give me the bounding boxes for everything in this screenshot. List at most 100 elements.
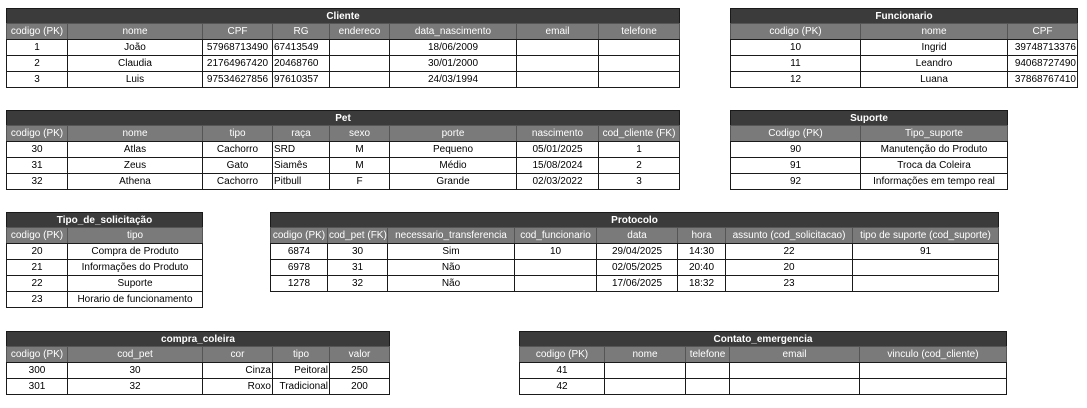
table-cell[interactable] xyxy=(598,55,680,72)
table-cell[interactable]: 94068727490 xyxy=(1007,55,1078,72)
column-header[interactable]: telefone xyxy=(685,346,730,363)
table-cell[interactable]: 301 xyxy=(6,378,68,395)
column-header[interactable]: codigo (PK) xyxy=(730,23,861,40)
table-cell[interactable] xyxy=(685,378,730,395)
table-cell[interactable]: 20468760 xyxy=(272,55,330,72)
table-cell[interactable] xyxy=(514,275,597,292)
table-title[interactable]: Pet xyxy=(6,110,680,126)
table-cell[interactable]: Siamês xyxy=(272,157,330,174)
table-cell[interactable]: 31 xyxy=(327,259,388,276)
table-cell[interactable]: Compra de Produto xyxy=(67,243,203,260)
table-cell[interactable]: 97534627856 xyxy=(202,71,273,88)
table-cell[interactable]: 21764967420 xyxy=(202,55,273,72)
table-cell[interactable] xyxy=(516,55,599,72)
table-cell[interactable]: 17/06/2025 xyxy=(596,275,678,292)
column-header[interactable]: codigo (PK) xyxy=(6,125,68,142)
column-header[interactable]: raça xyxy=(272,125,330,142)
table-cell[interactable]: 6874 xyxy=(270,243,328,260)
table-cell[interactable] xyxy=(598,39,680,56)
column-header[interactable]: email xyxy=(729,346,860,363)
table-cell[interactable]: 24/03/1994 xyxy=(389,71,517,88)
table-cell[interactable]: 20 xyxy=(725,259,853,276)
column-header[interactable]: tipo xyxy=(67,227,203,244)
column-header[interactable]: cod_pet xyxy=(67,346,203,363)
column-header[interactable]: codigo (PK) xyxy=(6,227,68,244)
table-cell[interactable]: 20 xyxy=(6,243,68,260)
table-cell[interactable]: 29/04/2025 xyxy=(596,243,678,260)
table-cell[interactable] xyxy=(604,362,686,379)
table-cell[interactable]: João xyxy=(67,39,203,56)
column-header[interactable]: data_nascimento xyxy=(389,23,517,40)
table-cell[interactable]: 57968713490 xyxy=(202,39,273,56)
column-header[interactable]: vinculo (cod_cliente) xyxy=(859,346,1007,363)
table-cell[interactable]: 2 xyxy=(598,157,680,174)
table-cell[interactable]: 37868767410 xyxy=(1007,71,1078,88)
table-title[interactable]: compra_coleira xyxy=(6,331,390,347)
table-cell[interactable]: 32 xyxy=(6,173,68,190)
table-cell[interactable] xyxy=(516,39,599,56)
table-cell[interactable]: 6978 xyxy=(270,259,328,276)
table-cell[interactable]: 1 xyxy=(6,39,68,56)
table-cell[interactable]: M xyxy=(329,157,390,174)
table-title[interactable]: Cliente xyxy=(6,8,680,24)
table-cell[interactable]: Pequeno xyxy=(389,141,517,158)
table-cell[interactable]: 30 xyxy=(327,243,388,260)
table-cell[interactable] xyxy=(329,71,390,88)
column-header[interactable]: codigo (PK) xyxy=(6,23,68,40)
column-header[interactable]: sexo xyxy=(329,125,390,142)
table-cell[interactable]: 23 xyxy=(725,275,853,292)
column-header[interactable]: tipo xyxy=(272,346,330,363)
table-cell[interactable]: 14:30 xyxy=(677,243,726,260)
table-cell[interactable]: 02/03/2022 xyxy=(516,173,599,190)
column-header[interactable]: endereco xyxy=(329,23,390,40)
table-cell[interactable] xyxy=(859,362,1007,379)
table-cell[interactable]: 41 xyxy=(519,362,605,379)
table-cell[interactable]: 12 xyxy=(730,71,861,88)
table-cell[interactable] xyxy=(729,378,860,395)
column-header[interactable]: Codigo (PK) xyxy=(730,125,861,142)
table-cell[interactable]: 97610357 xyxy=(272,71,330,88)
column-header[interactable]: data xyxy=(596,227,678,244)
table-cell[interactable]: Sim xyxy=(387,243,515,260)
table-cell[interactable]: 30 xyxy=(67,362,203,379)
table-cell[interactable]: 91 xyxy=(730,157,861,174)
table-cell[interactable]: Cachorro xyxy=(202,173,273,190)
table-cell[interactable]: 91 xyxy=(852,243,999,260)
table-cell[interactable]: M xyxy=(329,141,390,158)
table-cell[interactable] xyxy=(852,275,999,292)
column-header[interactable]: nome xyxy=(604,346,686,363)
table-cell[interactable]: Grande xyxy=(389,173,517,190)
table-cell[interactable]: 42 xyxy=(519,378,605,395)
table-cell[interactable] xyxy=(598,71,680,88)
column-header[interactable]: nome xyxy=(860,23,1008,40)
table-cell[interactable]: 250 xyxy=(329,362,390,379)
column-header[interactable]: cod_pet (FK) xyxy=(327,227,388,244)
table-cell[interactable]: Luis xyxy=(67,71,203,88)
column-header[interactable]: codigo (PK) xyxy=(270,227,328,244)
table-cell[interactable]: Ingrid xyxy=(860,39,1008,56)
column-header[interactable]: RG xyxy=(272,23,330,40)
table-title[interactable]: Protocolo xyxy=(270,212,999,228)
column-header[interactable]: nome xyxy=(67,23,203,40)
table-cell[interactable]: 200 xyxy=(329,378,390,395)
table-cell[interactable]: Luana xyxy=(860,71,1008,88)
table-cell[interactable]: Informações em tempo real xyxy=(860,173,1008,190)
column-header[interactable]: tipo de suporte (cod_suporte) xyxy=(852,227,999,244)
table-cell[interactable]: SRD xyxy=(272,141,330,158)
table-cell[interactable]: 2 xyxy=(6,55,68,72)
table-cell[interactable] xyxy=(852,259,999,276)
table-cell[interactable]: Cinza xyxy=(202,362,273,379)
table-cell[interactable] xyxy=(516,71,599,88)
table-cell[interactable]: 22 xyxy=(725,243,853,260)
table-cell[interactable]: 22 xyxy=(6,275,68,292)
table-cell[interactable]: 18/06/2009 xyxy=(389,39,517,56)
table-cell[interactable] xyxy=(604,378,686,395)
table-cell[interactable]: Zeus xyxy=(67,157,203,174)
table-title[interactable]: Suporte xyxy=(730,110,1008,126)
table-cell[interactable]: Informações do Produto xyxy=(67,259,203,276)
table-cell[interactable]: 1278 xyxy=(270,275,328,292)
table-cell[interactable]: 15/08/2024 xyxy=(516,157,599,174)
table-cell[interactable] xyxy=(729,362,860,379)
table-cell[interactable]: 21 xyxy=(6,259,68,276)
table-cell[interactable]: 30/01/2000 xyxy=(389,55,517,72)
